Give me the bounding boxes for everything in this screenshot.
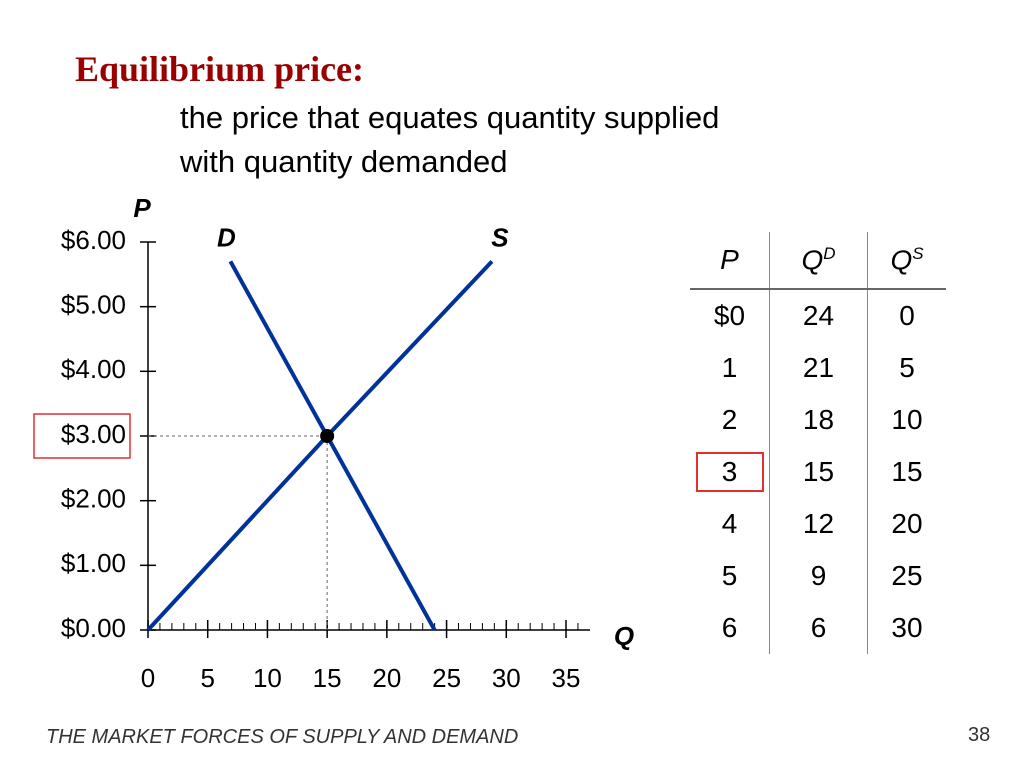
- x-tick-label: 25: [432, 663, 461, 693]
- x-tick-label: 10: [253, 663, 282, 693]
- y-tick-label: $1.00: [61, 548, 126, 578]
- table-cell: 15: [769, 446, 868, 498]
- table-row: 6 6 30: [690, 602, 946, 654]
- subtitle: the price that equates quantity supplied…: [180, 96, 719, 184]
- curve: [146, 260, 494, 632]
- highlight-box: [33, 413, 131, 459]
- table-cell: 21: [769, 342, 868, 394]
- table-cell: 9: [769, 550, 868, 602]
- header-text: Q: [801, 244, 824, 276]
- header-cell: P: [690, 232, 770, 290]
- footer: THE MARKET FORCES OF SUPPLY AND DEMAND: [46, 726, 519, 748]
- y-tick-label: $5.00: [61, 290, 126, 320]
- header-cell: QS: [867, 232, 946, 290]
- y-tick-label: $6.00: [61, 225, 126, 255]
- table-cell: 24: [769, 289, 868, 342]
- y-tick-label: $4.00: [61, 354, 126, 384]
- table-cell: 5: [867, 342, 946, 394]
- header-text: P: [720, 244, 739, 275]
- y-axis-label: P: [133, 193, 151, 223]
- y-tick-label: $3.00: [61, 419, 126, 449]
- title: Equilibrium price:: [75, 49, 365, 89]
- table-cell: 0: [867, 289, 946, 342]
- table-cell: 20: [867, 498, 946, 550]
- y-tick-label: $2.00: [61, 484, 126, 514]
- table-row: 1 21 5: [690, 342, 946, 394]
- table-row: 3 15 15: [690, 446, 946, 498]
- curve: [228, 260, 437, 631]
- x-tick-label: 15: [313, 663, 342, 693]
- subtitle-line: the price that equates quantity supplied: [180, 100, 720, 135]
- x-tick-label: 0: [141, 663, 155, 693]
- table-cell: 2: [690, 394, 770, 446]
- table-row: 2 18 10: [690, 394, 946, 446]
- table-cell: 18: [769, 394, 868, 446]
- table-cell: 25: [867, 550, 946, 602]
- y-tick-label: $0.00: [61, 613, 126, 643]
- header-cell: QD: [769, 232, 868, 290]
- header-row: P QD QS: [690, 232, 946, 290]
- table-cell: 4: [690, 498, 770, 550]
- table-cell: 6: [769, 602, 868, 654]
- table-cell: 5: [690, 550, 770, 602]
- header-text: Q: [890, 244, 913, 276]
- x-tick-label: 20: [372, 663, 401, 693]
- x-tick-label: 35: [552, 663, 581, 693]
- table-cell: 12: [769, 498, 868, 550]
- table-cell: 1: [690, 342, 770, 394]
- table-row: 5 9 25: [690, 550, 946, 602]
- table-cell: 10: [867, 394, 946, 446]
- x-tick-label: 30: [492, 663, 521, 693]
- curve-label: S: [491, 222, 509, 252]
- table-cell: 3: [690, 446, 770, 498]
- table-row: 4 12 20: [690, 498, 946, 550]
- table-row: $0 24 0: [690, 289, 946, 342]
- table-cell: $0: [690, 289, 770, 342]
- table-cell: 6: [690, 602, 770, 654]
- header-sup: D: [823, 243, 836, 263]
- page-number: 38: [968, 724, 991, 746]
- curve-label: D: [217, 222, 236, 252]
- schedule-table: P QD QS $0 24 0 1 21 5 2 18 10 3 15 15 4 12 20 5 9 25 6 6 30: [690, 232, 946, 654]
- x-tick-label: 5: [200, 663, 214, 693]
- equilibrium-point: [320, 429, 335, 443]
- table-cell: 15: [867, 446, 946, 498]
- table-cell: 30: [867, 602, 946, 654]
- x-axis-label: Q: [614, 621, 634, 651]
- header-sup: S: [912, 243, 924, 263]
- subtitle-line: with quantity demanded: [180, 144, 508, 179]
